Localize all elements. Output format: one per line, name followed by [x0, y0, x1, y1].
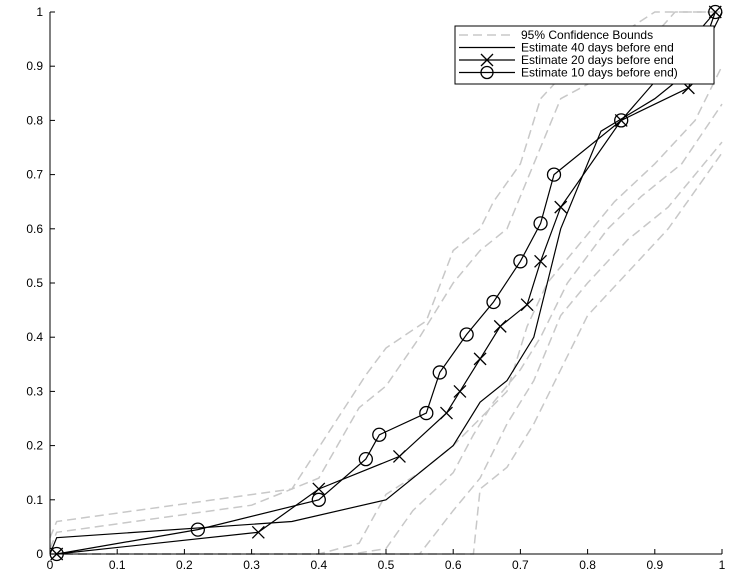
estimate-10-point-6 [419, 405, 434, 421]
estimate-10-point-4 [358, 451, 373, 467]
estimate-20-point-6 [453, 384, 467, 398]
confidence-bound-line-5 [50, 141, 723, 555]
estimate-20-point-4 [392, 449, 406, 463]
y-tick-label: 0.2 [26, 439, 43, 453]
y-tick-label: 0.5 [26, 276, 43, 290]
estimate-20-point-2 [251, 525, 265, 539]
legend-entry-estimate-10: Estimate 10 days before end) [459, 66, 678, 80]
estimate-10-point-12 [546, 167, 562, 182]
confidence-bound-line-3 [50, 65, 723, 555]
estimate-20-line [56, 11, 716, 555]
x-tick-label: 0.6 [445, 558, 462, 572]
confidence-bound-line-1 [49, 11, 722, 538]
y-tick-label: 0.7 [26, 168, 43, 182]
y-tick-label: 0.9 [26, 59, 43, 73]
legend-label-estimate-40: Estimate 40 days before end [521, 41, 674, 55]
axes: 0 0.1 0.2 0.3 0.4 0.5 0.6 0.7 0.8 0.9 1 0 0.1 0.2 0.3 0… [26, 5, 725, 572]
estimate-10-point-7 [432, 365, 447, 380]
estimate-20-point-3 [312, 482, 326, 496]
marker-layer [49, 4, 723, 562]
estimate-20-point-5 [440, 406, 453, 420]
y-tick-label: 0.6 [26, 222, 43, 236]
x-tick-label: 0 [47, 558, 54, 572]
legend-marker-circle [480, 65, 494, 80]
estimate-10-point-2 [190, 522, 205, 537]
estimate-40-line [49, 11, 723, 555]
estimate-series-layer [49, 11, 723, 555]
x-tick-label: 0.3 [243, 558, 260, 572]
estimate-20-point-8 [493, 319, 507, 333]
estimate-20-point-14 [708, 5, 722, 19]
legend-label-confidence-bounds: 95% Confidence Bounds [521, 28, 653, 42]
estimate-10-point-5 [372, 427, 387, 442]
legend: 95% Confidence Bounds Estimate 40 days b… [454, 25, 715, 85]
estimate-10-point-13 [614, 113, 629, 128]
legend-entry-confidence-bounds: 95% Confidence Bounds [459, 28, 653, 42]
estimate-10-point-10 [513, 254, 528, 269]
legend-box [454, 25, 715, 85]
legend-label-estimate-20: Estimate 20 days before end [521, 53, 674, 67]
x-tick-label: 0.9 [646, 558, 663, 572]
confidence-bound-line-4 [50, 103, 723, 555]
confidence-bounds-layer [49, 11, 723, 555]
estimate-20-point-9 [520, 298, 534, 312]
estimate-10-point-14 [708, 4, 723, 20]
estimate-10-point-8 [459, 327, 474, 342]
x-tick-label: 0.5 [378, 558, 395, 572]
legend-label-estimate-10: Estimate 10 days before end) [521, 66, 678, 80]
confidence-bound-line-6 [50, 152, 723, 555]
y-tick-label: 0.8 [26, 113, 43, 127]
legend-marker-x [480, 53, 494, 67]
estimate-10-point-9 [486, 294, 501, 310]
y-tick-label: 0.1 [26, 493, 43, 507]
legend-entry-estimate-40: Estimate 40 days before end [459, 41, 674, 55]
estimate-10-point-11 [533, 216, 548, 231]
estimate-20-point-7 [473, 352, 487, 366]
estimate-10-line [56, 11, 716, 555]
x-tick-label: 0.4 [310, 558, 327, 572]
x-tick-label: 0.2 [176, 558, 193, 572]
y-tick-label: 0.4 [26, 330, 43, 344]
x-tick-label: 1 [719, 558, 726, 572]
estimate-20-point-11 [554, 200, 568, 214]
x-tick-label: 0.8 [579, 558, 596, 572]
x-tick-label: 0.1 [109, 558, 126, 572]
x-tick-label: 0.7 [512, 558, 529, 572]
y-tick-label: 0 [36, 547, 43, 561]
estimate-20-point-10 [534, 254, 548, 268]
legend-entry-estimate-20: Estimate 20 days before end [459, 53, 674, 67]
y-tick-label: 0.3 [26, 384, 43, 398]
estimate-20-point-12 [614, 113, 628, 127]
estimate-10-point-3 [311, 492, 326, 507]
y-tick-label: 1 [36, 5, 43, 19]
